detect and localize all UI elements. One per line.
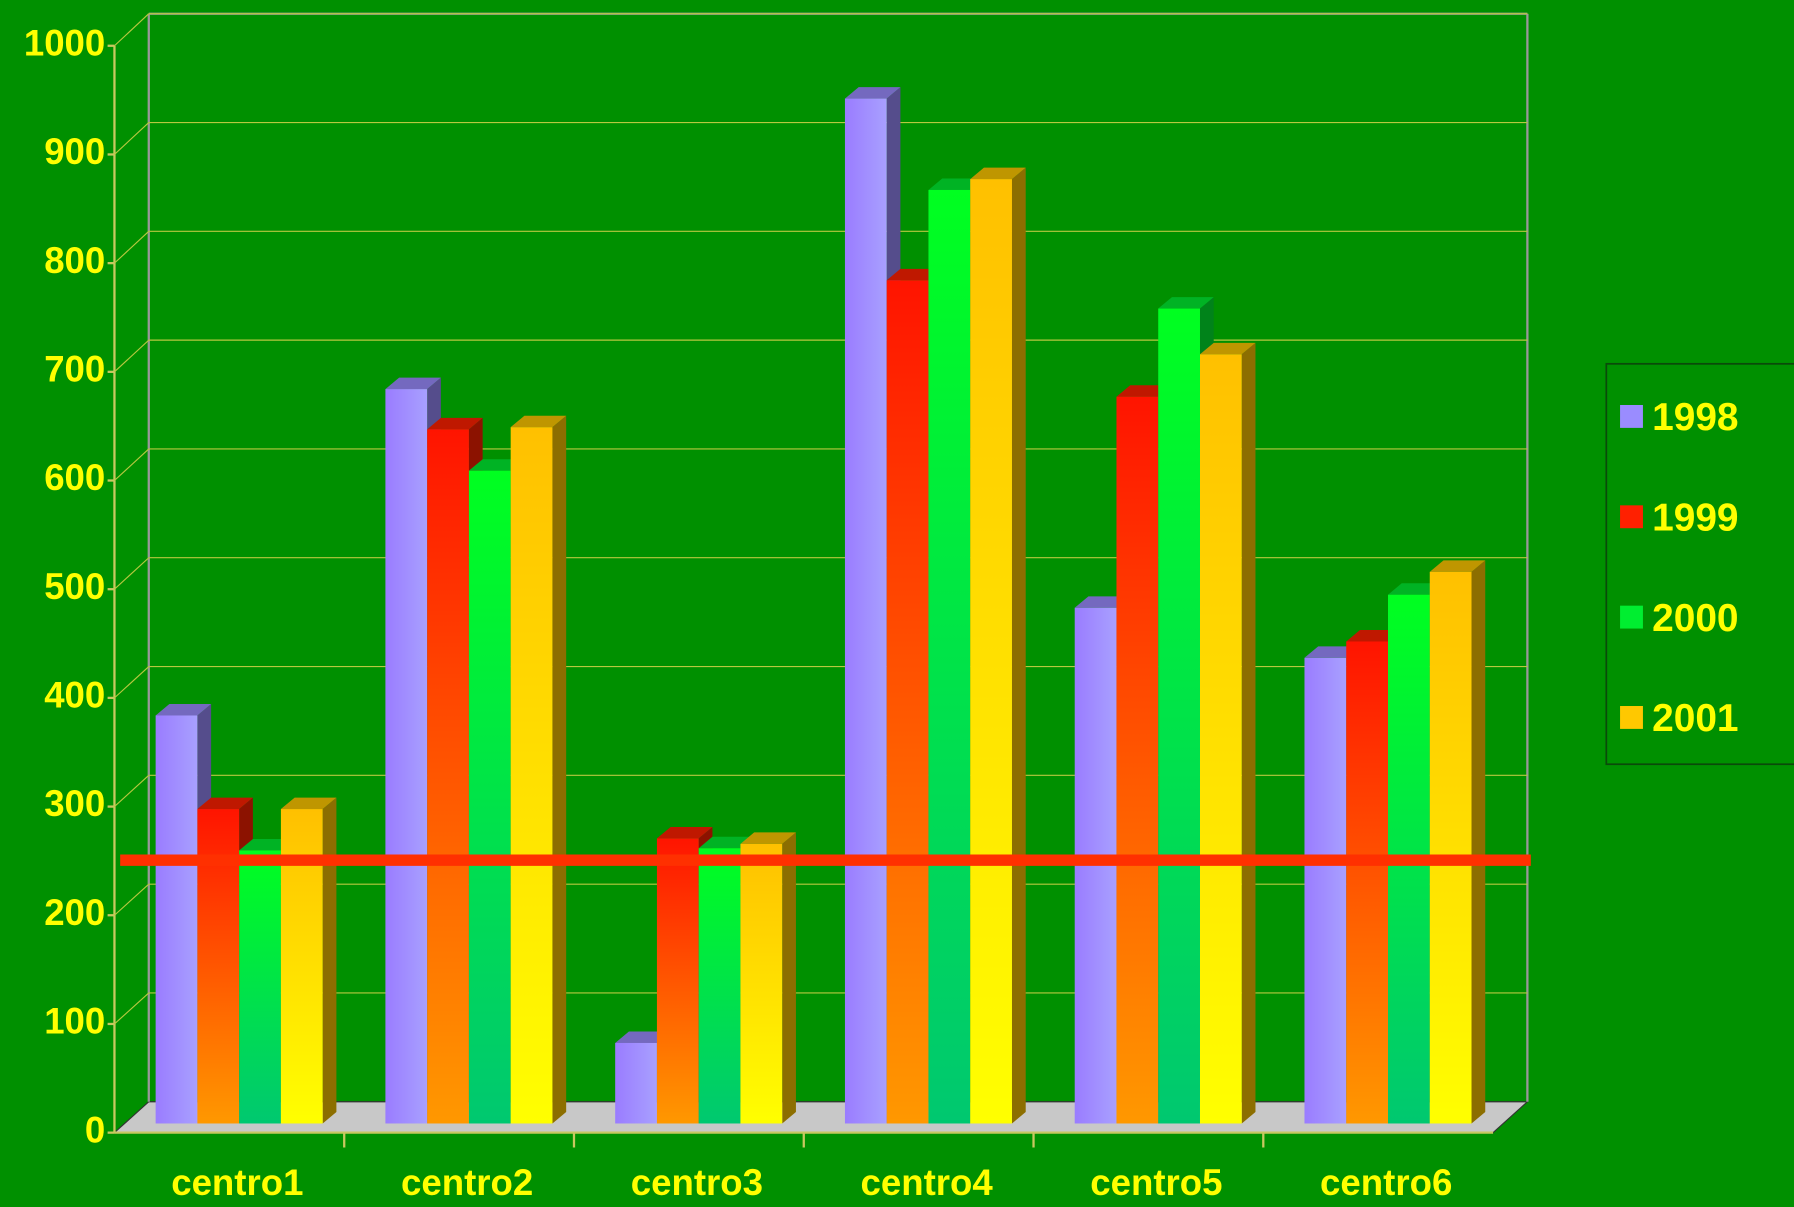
bar-top bbox=[1116, 385, 1172, 397]
y-tick-label: 400 bbox=[44, 675, 105, 716]
x-tick-label: centro2 bbox=[401, 1162, 533, 1203]
grid-line-side bbox=[114, 666, 150, 699]
y-tick-label: 1000 bbox=[24, 22, 105, 63]
legend-label: 2000 bbox=[1652, 597, 1738, 640]
x-tick-label: centro1 bbox=[171, 1162, 303, 1203]
grid-line-side bbox=[114, 339, 150, 373]
bar-top bbox=[928, 178, 984, 190]
bar bbox=[615, 1042, 657, 1124]
bar-top bbox=[1199, 342, 1256, 355]
bar-top bbox=[1158, 297, 1214, 309]
bar bbox=[155, 715, 198, 1124]
grid-line-side bbox=[114, 122, 150, 155]
bar bbox=[239, 850, 281, 1124]
grid-line-side bbox=[114, 883, 150, 916]
grid-line-side bbox=[114, 557, 150, 590]
grid-line-side bbox=[114, 230, 150, 264]
bar bbox=[1346, 641, 1388, 1124]
legend-swatch bbox=[1620, 605, 1643, 629]
bar-top bbox=[740, 832, 796, 844]
y-tick-label: 500 bbox=[44, 566, 105, 607]
bar bbox=[510, 427, 553, 1124]
legend-swatch bbox=[1620, 706, 1643, 729]
bar-top bbox=[656, 826, 713, 839]
bar-top bbox=[197, 797, 253, 810]
bar-top bbox=[615, 1031, 671, 1043]
bar-top bbox=[886, 268, 943, 281]
bar-side bbox=[1241, 342, 1256, 1124]
bar bbox=[970, 179, 1012, 1124]
legend-swatch bbox=[1620, 505, 1643, 529]
bar-side bbox=[1471, 560, 1486, 1124]
bar bbox=[385, 389, 428, 1124]
bar-top bbox=[1346, 630, 1402, 642]
y-tick-label: 800 bbox=[44, 240, 105, 281]
bar bbox=[886, 280, 929, 1124]
bar bbox=[1158, 308, 1200, 1124]
grid-line-side bbox=[114, 13, 150, 47]
bar-top bbox=[239, 838, 295, 851]
x-tick-label: centro5 bbox=[1090, 1162, 1222, 1203]
grid-line-side bbox=[114, 448, 150, 481]
bar-top bbox=[1387, 583, 1444, 595]
bar-top bbox=[1074, 596, 1131, 608]
bar bbox=[468, 470, 511, 1124]
bar-top bbox=[1429, 560, 1486, 572]
bar-top bbox=[427, 417, 483, 430]
x-tick-label: centro6 bbox=[1320, 1162, 1452, 1203]
bar-top bbox=[844, 87, 901, 99]
grid-line-side bbox=[114, 774, 150, 807]
legend-label: 2001 bbox=[1652, 697, 1738, 740]
y-tick-label: 700 bbox=[44, 348, 105, 389]
bar-side bbox=[1011, 167, 1026, 1124]
bar-top bbox=[698, 836, 755, 849]
y-tick-label: 100 bbox=[44, 1001, 105, 1042]
bar-top bbox=[280, 797, 337, 810]
x-tick-label: centro4 bbox=[861, 1162, 994, 1203]
bar-top bbox=[970, 167, 1026, 180]
bar-side bbox=[552, 415, 567, 1124]
bar-side bbox=[782, 832, 796, 1124]
bar bbox=[740, 843, 783, 1124]
legend-label: 1998 bbox=[1652, 396, 1738, 439]
bar-top bbox=[468, 459, 525, 471]
y-tick-label: 600 bbox=[44, 457, 105, 498]
x-tick-label: centro3 bbox=[631, 1162, 763, 1203]
bar-side bbox=[322, 797, 337, 1124]
legend-label: 1999 bbox=[1652, 496, 1738, 539]
y-tick-label: 900 bbox=[44, 131, 105, 172]
bar-top bbox=[1304, 646, 1360, 658]
y-tick-label: 0 bbox=[85, 1109, 105, 1150]
legend-swatch bbox=[1620, 405, 1643, 428]
grid-line-side bbox=[114, 992, 150, 1025]
bar bbox=[698, 848, 741, 1124]
bar bbox=[928, 189, 971, 1124]
y-tick-label: 200 bbox=[44, 892, 105, 933]
bar bbox=[427, 429, 469, 1124]
legend-box bbox=[1605, 362, 1794, 766]
bar-top bbox=[385, 377, 441, 390]
bar bbox=[1199, 354, 1242, 1124]
bar-top bbox=[155, 704, 212, 716]
bar bbox=[1304, 657, 1347, 1124]
bar bbox=[1116, 396, 1159, 1124]
bar bbox=[1429, 571, 1472, 1124]
y-tick-label: 300 bbox=[44, 783, 105, 824]
bar bbox=[656, 838, 699, 1124]
bar bbox=[844, 98, 887, 1124]
bar-top bbox=[510, 415, 567, 428]
